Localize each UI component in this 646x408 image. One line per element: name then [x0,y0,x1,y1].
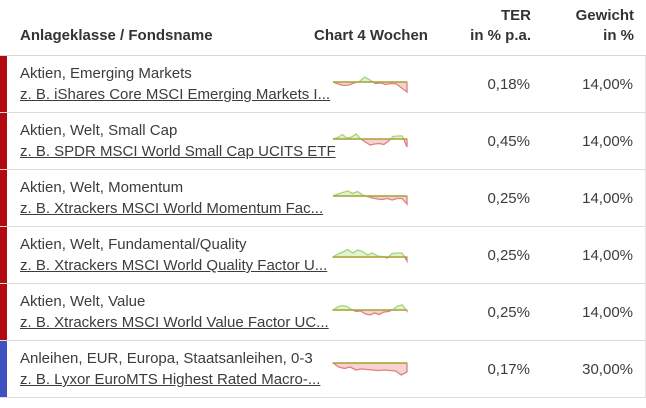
ter-value: 0,25% [487,246,530,264]
asset-class-color-bar [0,113,7,169]
column-header-asset-class: Anlageklasse / Fondsname [20,27,213,44]
table-row: Aktien, Welt, Small Cap z. B. SPDR MSCI … [0,113,646,170]
weight-value: 14,00% [582,75,633,93]
ter-header-line2: in % p.a. [470,27,531,44]
fund-link[interactable]: z. B. Lyxor EuroMTS Highest Rated Macro-… [20,371,321,388]
table-row: Aktien, Welt, Momentum z. B. Xtrackers M… [0,170,646,227]
header-bar-spacer [0,0,7,46]
asset-class-color-bar [0,227,7,283]
asset-class-label: Aktien, Welt, Fundamental/Quality [20,236,247,253]
sparkline-chart [332,240,408,270]
weight-value: 14,00% [582,303,633,321]
ter-value: 0,17% [487,360,530,378]
asset-class-label: Aktien, Welt, Momentum [20,179,184,196]
fund-table: Anlageklasse / Fondsname Chart 4 Wochen … [0,0,646,398]
ter-value: 0,25% [487,303,530,321]
table-row: Aktien, Emerging Markets z. B. iShares C… [0,56,646,113]
weight-value: 14,00% [582,132,633,150]
weight-header-line1: Gewicht [575,7,634,24]
table-row: Aktien, Welt, Value z. B. Xtrackers MSCI… [0,284,646,341]
ter-value: 0,45% [487,132,530,150]
fund-link[interactable]: z. B. Xtrackers MSCI World Value Factor … [20,314,329,331]
column-header-weight: Gewicht in % [531,6,634,46]
asset-class-label: Aktien, Welt, Value [20,293,146,310]
asset-class-label: Aktien, Welt, Small Cap [20,122,178,139]
sparkline-chart [332,297,408,327]
ter-header-line1: TER [501,7,531,24]
ter-value: 0,18% [487,75,530,93]
fund-link[interactable]: z. B. Xtrackers MSCI World Momentum Fac.… [20,200,324,217]
column-header-ter: TER in % p.a. [441,6,531,46]
sparkline-chart [332,69,408,99]
table-header: Anlageklasse / Fondsname Chart 4 Wochen … [0,0,646,56]
fund-link[interactable]: z. B. iShares Core MSCI Emerging Markets… [20,86,331,103]
weight-value: 14,00% [582,189,633,207]
asset-class-color-bar [0,56,7,112]
sparkline-chart [332,126,408,156]
table-row: Anleihen, EUR, Europa, Staatsanleihen, 0… [0,341,646,398]
column-header-chart: Chart 4 Wochen [314,27,428,44]
weight-header-line2: in % [603,27,634,44]
weight-value: 14,00% [582,246,633,264]
fund-link[interactable]: z. B. SPDR MSCI World Small Cap UCITS ET… [20,143,336,160]
table-row: Aktien, Welt, Fundamental/Quality z. B. … [0,227,646,284]
sparkline-chart [332,354,408,384]
asset-class-color-bar [0,170,7,226]
asset-class-label: Aktien, Emerging Markets [20,65,192,82]
sparkline-chart [332,183,408,213]
ter-value: 0,25% [487,189,530,207]
fund-link[interactable]: z. B. Xtrackers MSCI World Quality Facto… [20,257,328,274]
asset-class-label: Anleihen, EUR, Europa, Staatsanleihen, 0… [20,350,313,367]
asset-class-color-bar [0,284,7,340]
asset-class-color-bar [0,341,7,397]
weight-value: 30,00% [582,360,633,378]
